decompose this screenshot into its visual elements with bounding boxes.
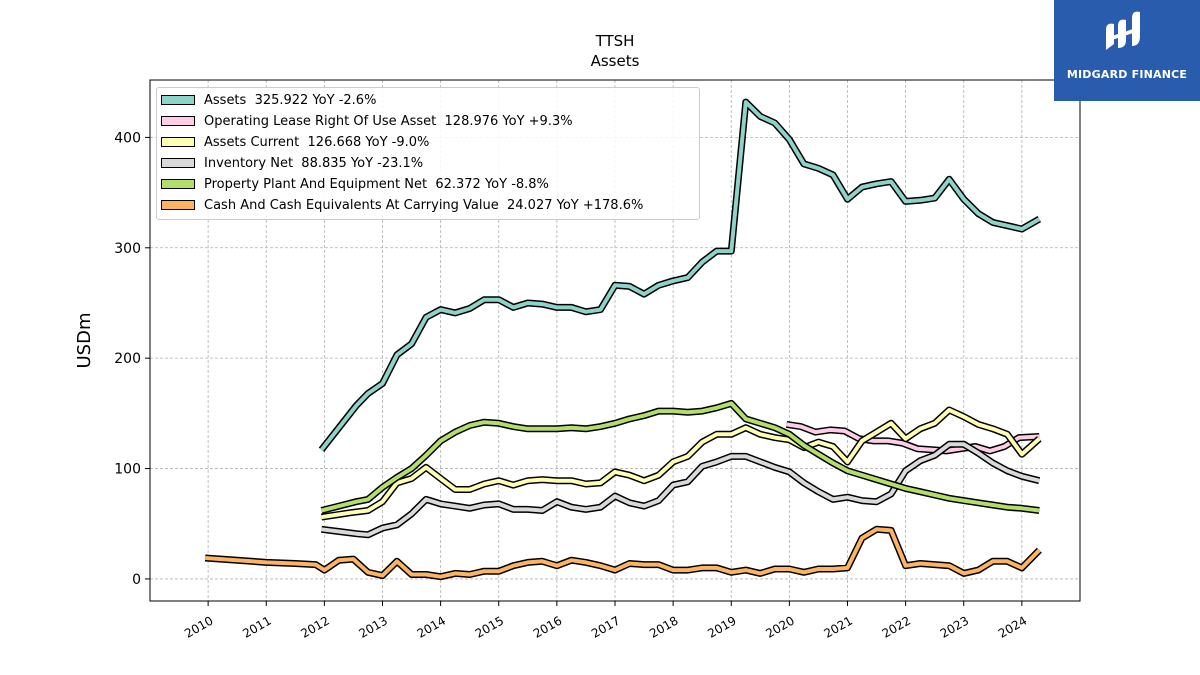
legend-item-assets: Assets 325.922 YoY -2.6% — [161, 91, 376, 109]
legend-label-operating-lease: Operating Lease Right Of Use Asset 128.9… — [204, 113, 573, 129]
x-tick-label: 2010 — [182, 613, 215, 640]
legend-swatch-ppe-net — [161, 179, 195, 189]
legend-item-operating-lease: Operating Lease Right Of Use Asset 128.9… — [161, 112, 573, 130]
logo-mark-icon — [1106, 11, 1140, 50]
x-tick-label: 2019 — [705, 613, 738, 640]
legend-label-assets-current: Assets Current 126.668 YoY -9.0% — [204, 134, 430, 150]
series-lines — [204, 98, 1042, 581]
y-tick-label: 300 — [114, 241, 141, 257]
legend-item-ppe-net: Property Plant And Equipment Net 62.372 … — [161, 175, 549, 193]
x-tick-label: 2023 — [938, 613, 971, 640]
legend-swatch-operating-lease — [161, 116, 195, 126]
legend-swatch-cash — [161, 200, 195, 210]
legend-swatch-assets — [161, 95, 195, 105]
x-tick-label: 2020 — [763, 613, 796, 640]
y-axis-label: USDm — [74, 313, 95, 369]
legend-label-ppe-net: Property Plant And Equipment Net 62.372 … — [204, 176, 549, 192]
x-tick-label: 2014 — [415, 613, 448, 640]
x-tick-label: 2022 — [880, 613, 913, 640]
y-tick-label: 200 — [114, 351, 141, 367]
x-tick-label: 2013 — [357, 613, 390, 640]
x-tick-label: 2018 — [647, 613, 680, 640]
x-tick-label: 2024 — [996, 613, 1029, 640]
chart-subtitle: Assets — [590, 52, 640, 70]
legend-item-inventory-net: Inventory Net 88.835 YoY -23.1% — [161, 154, 423, 172]
x-tick-label: 2017 — [589, 613, 622, 640]
y-tick-label: 400 — [114, 130, 141, 146]
legend-label-assets: Assets 325.922 YoY -2.6% — [204, 92, 377, 108]
series-line-5 — [205, 527, 1041, 579]
y-tick-label: 100 — [114, 462, 141, 478]
series-line-2 — [321, 408, 1041, 520]
series-line-outline-5 — [204, 525, 1042, 581]
legend-item-assets-current: Assets Current 126.668 YoY -9.0% — [161, 133, 429, 151]
x-tick-label: 2016 — [531, 613, 564, 640]
series-line-3 — [321, 442, 1040, 537]
legend-swatch-assets-current — [161, 137, 195, 147]
midgard-finance-logo: MIDGARD FINANCE — [1054, 0, 1200, 101]
logo-text: MIDGARD FINANCE — [1066, 68, 1188, 81]
legend-item-cash: Cash And Cash Equivalents At Carrying Va… — [161, 196, 643, 214]
series-line-4 — [321, 401, 1040, 513]
x-tick-label: 2015 — [473, 613, 506, 640]
x-tick-label: 2021 — [822, 613, 855, 640]
x-tick-label: 2011 — [240, 613, 273, 640]
series-line-0 — [319, 100, 1041, 452]
series-line-1 — [786, 422, 1040, 453]
legend-label-inventory-net: Inventory Net 88.835 YoY -23.1% — [204, 155, 424, 171]
chart-legend: Assets 325.922 YoY -2.6% Operating Lease… — [156, 87, 700, 220]
x-tick-label: 2012 — [298, 613, 331, 640]
legend-label-cash: Cash And Cash Equivalents At Carrying Va… — [204, 197, 644, 213]
chart-title: TTSH — [595, 32, 635, 50]
legend-swatch-inventory-net — [161, 158, 195, 168]
y-tick-label: 0 — [132, 572, 141, 588]
